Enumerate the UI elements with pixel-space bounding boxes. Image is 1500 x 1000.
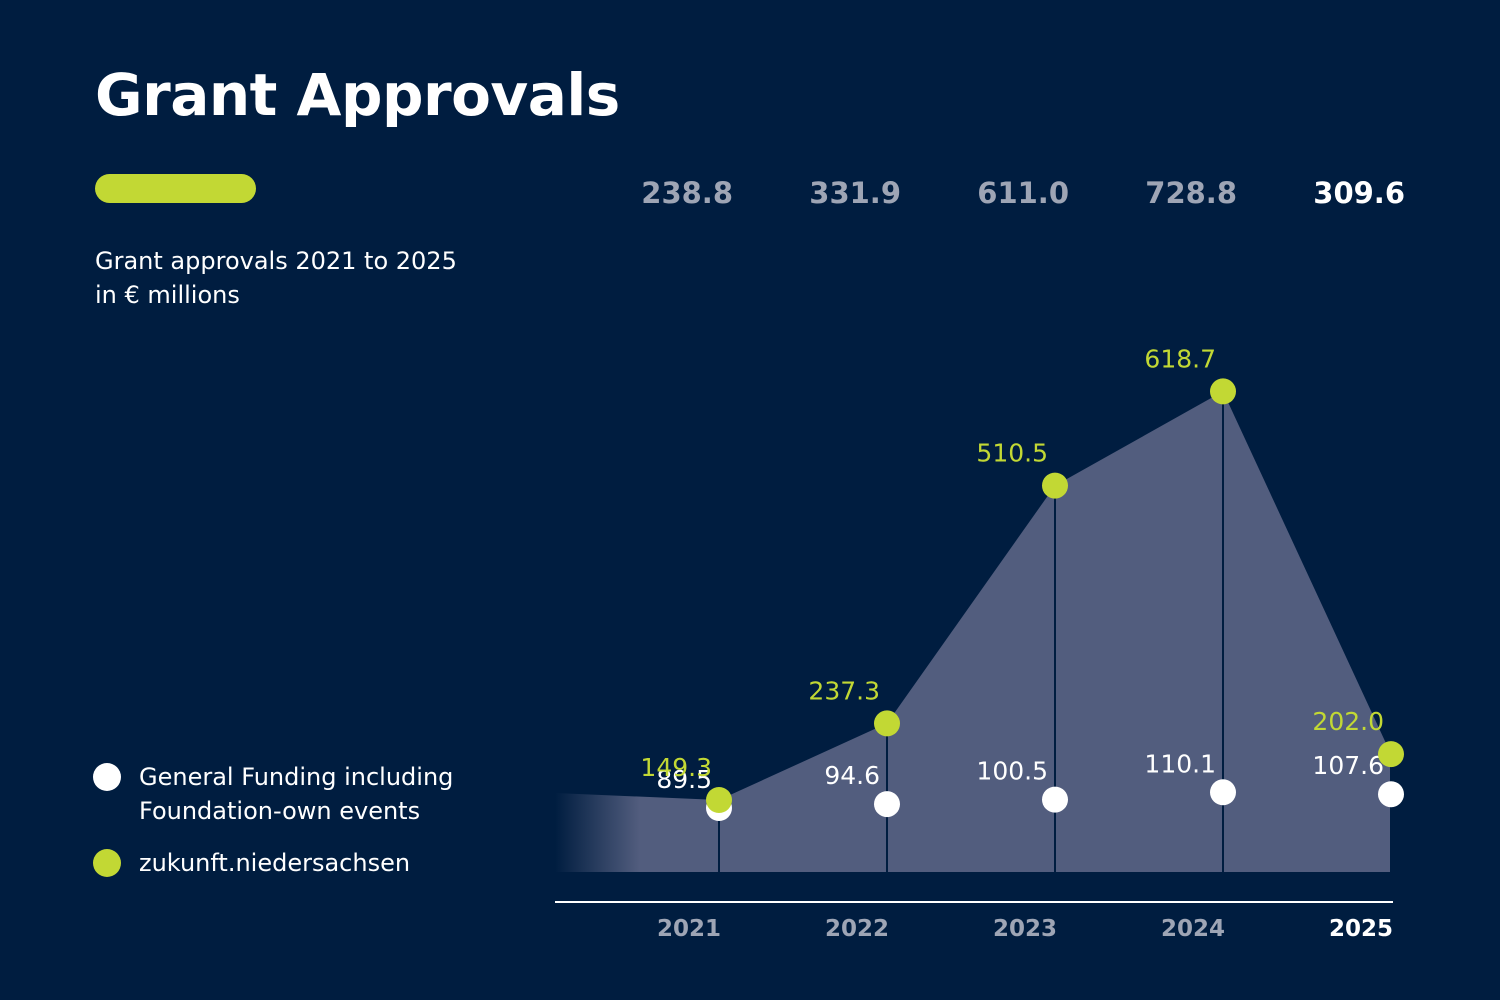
legend-label-general-funding: General Funding including Foundation-own…: [139, 763, 454, 825]
total-label-2025: 309.6: [1313, 176, 1405, 210]
zukunft-label-2021: 149.3: [640, 753, 712, 782]
legend-item-general-funding: General Funding including Foundation-own…: [93, 760, 499, 828]
chart-legend: General Funding including Foundation-own…: [93, 760, 499, 880]
x-tick-label-2025: 2025: [1329, 916, 1393, 942]
general-funding-label-2024: 110.1: [1144, 749, 1216, 778]
general-funding-point-2023: [1042, 786, 1068, 813]
page-title: Grant Approvals: [95, 61, 620, 129]
zukunft-label-2025: 202.0: [1312, 707, 1384, 736]
zukunft-point-2022: [874, 710, 900, 737]
general-funding-label-2025: 107.6: [1312, 751, 1384, 780]
general-funding-point-2022: [874, 791, 900, 818]
subtitle-line-1: Grant approvals 2021 to 2025: [95, 247, 457, 275]
legend-dot-zukunft: [93, 849, 121, 877]
zukunft-point-2024: [1210, 378, 1236, 405]
x-tick-label-2022: 2022: [825, 916, 889, 942]
chart-area-total: [555, 391, 1391, 872]
total-label-2022: 331.9: [809, 176, 901, 210]
legend-item-zukunft: zukunft.niedersachsen: [93, 846, 499, 880]
chart-subtitle: Grant approvals 2021 to 2025 in € millio…: [95, 244, 457, 312]
general-funding-label-2022: 94.6: [824, 761, 880, 790]
legend-label-zukunft: zukunft.niedersachsen: [139, 849, 411, 877]
legend-dot-general-funding: [93, 763, 121, 791]
zukunft-point-2025: [1378, 741, 1404, 768]
accent-bar: [95, 174, 256, 203]
zukunft-label-2024: 618.7: [1144, 344, 1216, 373]
x-tick-label-2023: 2023: [993, 916, 1057, 942]
subtitle-line-2: in € millions: [95, 281, 240, 309]
total-label-2024: 728.8: [1145, 176, 1237, 210]
general-funding-label-2021: 89.5: [656, 765, 712, 794]
zukunft-label-2022: 237.3: [808, 676, 880, 705]
zukunft-label-2023: 510.5: [976, 439, 1048, 468]
total-label-2021: 238.8: [641, 176, 733, 210]
zukunft-point-2021: [706, 787, 732, 813]
general-funding-point-2025: [1378, 781, 1404, 808]
x-tick-label-2024: 2024: [1161, 916, 1225, 942]
zukunft-point-2023: [1042, 472, 1068, 499]
total-label-2023: 611.0: [977, 176, 1069, 210]
x-tick-label-2021: 2021: [657, 916, 721, 942]
general-funding-point-2024: [1210, 779, 1236, 806]
general-funding-label-2023: 100.5: [976, 757, 1048, 786]
